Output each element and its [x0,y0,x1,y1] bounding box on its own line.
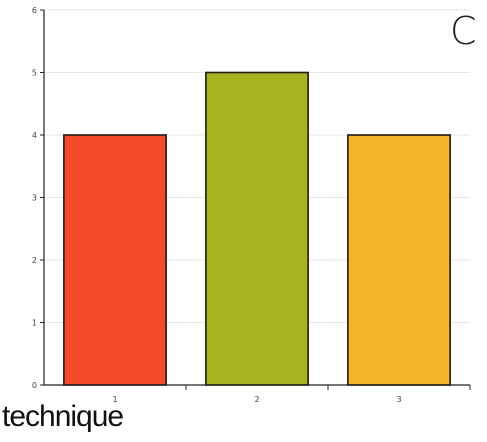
y-tick-label: 4 [32,131,37,140]
y-ticks: 0 1 2 3 4 5 6 [32,6,44,390]
bar-2 [205,71,309,386]
y-tick-label: 5 [32,69,37,78]
x-tick-label: 1 [112,395,117,404]
bars [63,71,451,386]
y-tick-label: 6 [32,6,37,15]
y-tick-label: 3 [32,194,37,203]
footer-text: technique [2,400,124,433]
bar-3 [347,134,451,386]
panel-label: C [450,9,477,53]
x-tick-label: 3 [396,395,401,404]
bar-1 [63,134,167,386]
y-tick-label: 2 [32,256,37,265]
x-ticks: 1 2 3 [112,385,471,404]
y-tick-label: 1 [32,319,37,328]
x-tick-label: 2 [254,395,259,404]
y-tick-label: 0 [32,381,37,390]
